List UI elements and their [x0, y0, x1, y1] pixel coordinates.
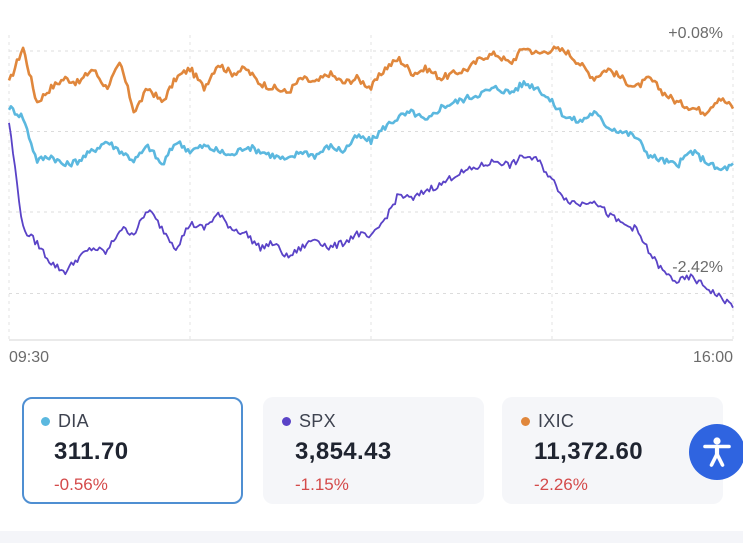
accessibility-button[interactable] [689, 424, 743, 480]
ixic-change: -2.26% [534, 475, 588, 494]
series-line-dia [7, 80, 734, 172]
dia-change: -0.56% [54, 475, 108, 494]
dia-ticker: DIA [58, 410, 89, 431]
accessibility-person-icon [703, 437, 731, 467]
y-label-bottom: -2.42% [672, 259, 723, 276]
card-dia-head: DIA [41, 410, 241, 432]
card-dia[interactable]: DIA 311.70 -0.56% [22, 397, 243, 504]
series-line-ixic [7, 45, 735, 117]
index-performance-chart: 09:30 16:00 +0.08% -2.42% [7, 25, 735, 366]
index-cards: DIA 311.70 -0.56% SPX 3,854.43 -1.15% IX… [22, 397, 723, 504]
dia-legend-dot [41, 416, 50, 426]
bottom-strip [0, 531, 743, 543]
ixic-ticker: IXIC [538, 410, 575, 431]
ixic-price: 11,372.60 [534, 438, 644, 465]
card-ixic[interactable]: IXIC 11,372.60 -2.26% [502, 397, 723, 504]
dia-price: 311.70 [54, 438, 129, 465]
ixic-legend-dot [521, 416, 530, 426]
spx-legend-dot [282, 416, 291, 426]
spx-change: -1.15% [295, 475, 349, 494]
chart-series [7, 45, 735, 309]
x-tick-start: 09:30 [9, 349, 49, 366]
series-line-spx [8, 122, 734, 309]
card-spx[interactable]: SPX 3,854.43 -1.15% [263, 397, 484, 504]
spx-price: 3,854.43 [295, 438, 392, 465]
spx-ticker: SPX [299, 410, 336, 431]
card-spx-head: SPX [282, 410, 484, 432]
x-tick-end: 16:00 [693, 349, 733, 366]
card-ixic-head: IXIC [521, 410, 723, 432]
y-label-top: +0.08% [668, 25, 723, 42]
